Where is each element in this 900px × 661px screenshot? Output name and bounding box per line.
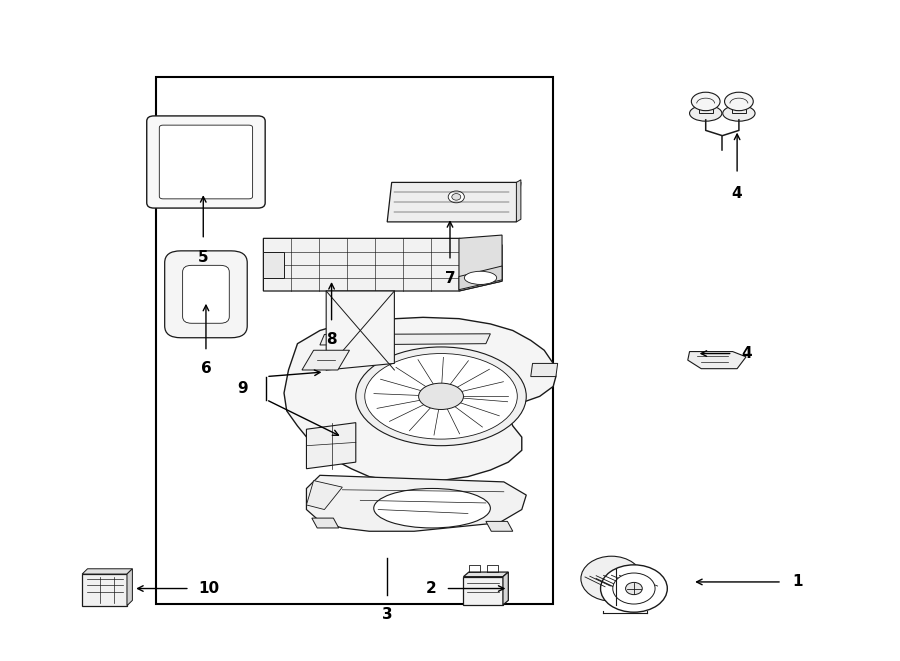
Ellipse shape	[448, 191, 464, 203]
Text: 4: 4	[732, 186, 742, 201]
Ellipse shape	[356, 347, 526, 446]
Polygon shape	[326, 291, 394, 370]
Polygon shape	[306, 475, 526, 531]
Polygon shape	[320, 334, 491, 345]
Ellipse shape	[689, 105, 722, 121]
Polygon shape	[82, 568, 132, 574]
Polygon shape	[264, 239, 502, 291]
FancyBboxPatch shape	[147, 116, 266, 208]
Text: 6: 6	[201, 362, 212, 376]
Text: 7: 7	[445, 270, 455, 286]
Polygon shape	[306, 422, 356, 469]
Ellipse shape	[691, 93, 720, 110]
Ellipse shape	[374, 488, 491, 528]
Ellipse shape	[580, 556, 642, 601]
Polygon shape	[459, 235, 502, 291]
Ellipse shape	[464, 271, 497, 284]
Polygon shape	[459, 266, 502, 290]
Ellipse shape	[723, 105, 755, 121]
Polygon shape	[486, 522, 513, 531]
Polygon shape	[464, 576, 503, 605]
Polygon shape	[732, 103, 746, 113]
Polygon shape	[82, 574, 127, 605]
Text: 1: 1	[793, 574, 803, 590]
Polygon shape	[688, 352, 746, 369]
Text: 9: 9	[238, 381, 248, 395]
Ellipse shape	[600, 565, 667, 612]
Bar	[156, 77, 554, 603]
Ellipse shape	[613, 573, 655, 604]
Ellipse shape	[452, 194, 461, 200]
Text: 4: 4	[742, 346, 752, 361]
Polygon shape	[264, 252, 284, 278]
Ellipse shape	[364, 354, 518, 439]
Ellipse shape	[418, 383, 464, 409]
Polygon shape	[531, 364, 558, 377]
Ellipse shape	[724, 93, 753, 110]
Polygon shape	[698, 103, 713, 113]
Polygon shape	[302, 350, 349, 370]
FancyBboxPatch shape	[159, 125, 253, 199]
Polygon shape	[387, 182, 521, 222]
Ellipse shape	[319, 249, 344, 265]
Polygon shape	[284, 317, 556, 482]
Ellipse shape	[336, 274, 354, 286]
Text: 10: 10	[199, 581, 220, 596]
FancyBboxPatch shape	[183, 265, 230, 323]
Text: 5: 5	[198, 250, 209, 264]
Text: 2: 2	[426, 581, 436, 596]
Polygon shape	[503, 572, 508, 605]
Ellipse shape	[626, 582, 643, 595]
Polygon shape	[517, 180, 521, 222]
Text: 3: 3	[382, 607, 392, 622]
Text: 8: 8	[327, 332, 337, 348]
Polygon shape	[311, 518, 338, 528]
FancyBboxPatch shape	[165, 251, 248, 338]
Ellipse shape	[326, 253, 337, 260]
Polygon shape	[127, 568, 132, 605]
Polygon shape	[464, 572, 508, 576]
Polygon shape	[306, 481, 342, 510]
